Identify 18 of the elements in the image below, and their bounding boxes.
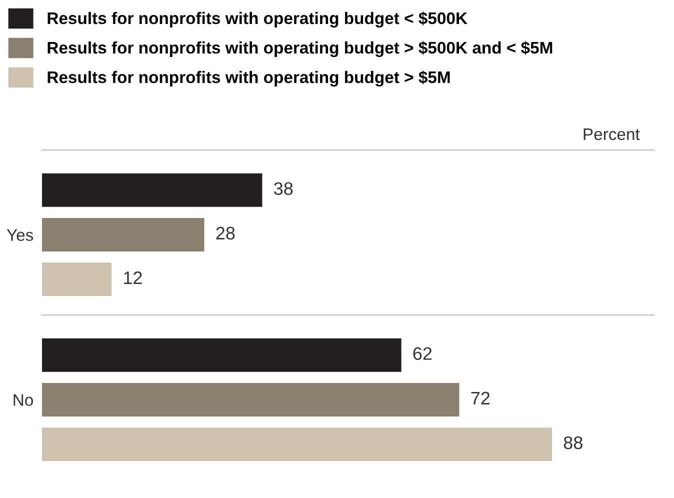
data-label: 28 xyxy=(216,226,235,240)
legend-label: Results for nonprofits with operating budget > $5M xyxy=(48,70,450,87)
data-label: 62 xyxy=(413,347,432,360)
bar xyxy=(42,428,552,462)
legend-label: Results for nonprofits with operating budget > $500K and < $5M xyxy=(48,41,552,58)
y-tick-label: Yes xyxy=(6,229,34,241)
legend-label: Results for nonprofits with operating budget < $500K xyxy=(48,12,468,28)
data-label: 88 xyxy=(564,436,582,450)
data-label: 38 xyxy=(274,182,293,195)
bar xyxy=(42,262,112,296)
bar xyxy=(42,338,402,372)
text: Percent xyxy=(584,128,640,140)
bar xyxy=(42,173,262,207)
bar xyxy=(42,383,460,416)
data-label: 12 xyxy=(124,271,142,284)
data-label: 72 xyxy=(471,392,490,404)
y-tick-label: No xyxy=(14,394,33,406)
bar xyxy=(42,218,204,252)
